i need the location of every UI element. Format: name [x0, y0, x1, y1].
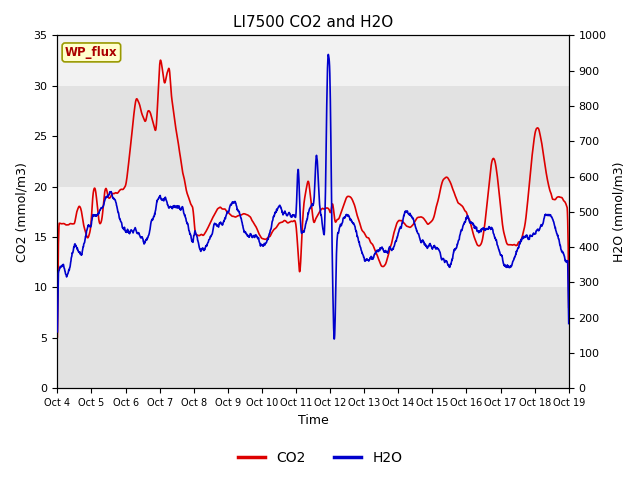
Legend: CO2, H2O: CO2, H2O [232, 445, 408, 471]
Bar [58, 36, 569, 86]
Bar [58, 187, 569, 288]
Title: LI7500 CO2 and H2O: LI7500 CO2 and H2O [233, 15, 393, 30]
X-axis label: Time: Time [298, 414, 328, 427]
Y-axis label: H2O (mmol/m3): H2O (mmol/m3) [612, 162, 625, 262]
Bar [58, 288, 569, 388]
Y-axis label: CO2 (mmol/m3): CO2 (mmol/m3) [15, 162, 28, 262]
Bar [58, 86, 569, 187]
Text: WP_flux: WP_flux [65, 46, 118, 59]
